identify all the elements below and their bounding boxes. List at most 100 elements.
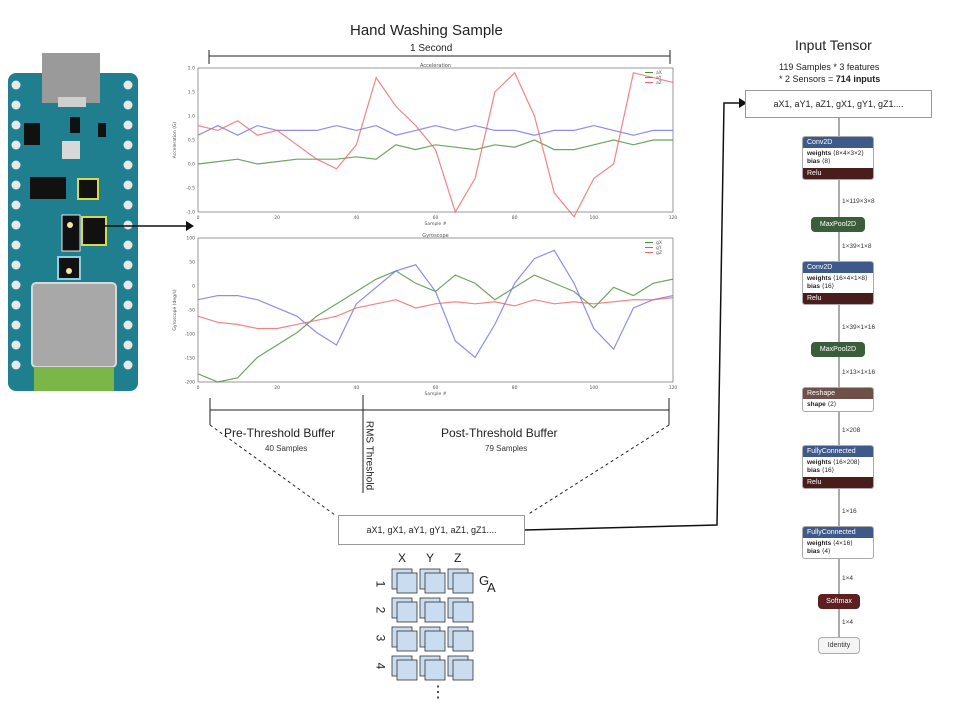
input-tensor-total: 714 inputs (835, 74, 881, 84)
fc-2-bias: ⟨4⟩ (821, 548, 831, 555)
pre-threshold-count: 40 Samples (265, 444, 308, 453)
gyro-y-tick: 0 (192, 284, 195, 290)
accel-legend-label: aZ (656, 80, 662, 86)
accel-x-tick: 40 (353, 215, 359, 221)
accel-legend-label: aX (656, 70, 662, 76)
maxpool-layer-2: MaxPool2D (811, 342, 865, 357)
gyro-series-gY (197, 249, 674, 359)
acceleration-chart: Acceleration 0 20 40 60 80 100 120 -1.0 -0.5 0.0 0.… (172, 63, 677, 227)
conv2d-2-weights-label: weights (807, 275, 832, 282)
grid-row-2: 2 (373, 606, 388, 614)
fc-2-weights: ⟨4×16⟩ (833, 540, 853, 547)
fc-1-weights: ⟨16×208⟩ (833, 459, 860, 466)
reshape-layer: Reshape shape ⟨2⟩ (802, 387, 874, 412)
arduino-board (8, 53, 138, 391)
gyro-y-tick: -200 (185, 380, 195, 386)
accel-x-tick: 20 (274, 215, 280, 221)
grid-label-a: A (487, 580, 496, 595)
sample-tile (396, 659, 418, 681)
accel-y-label: Acceleration (G) (172, 122, 178, 159)
conv2d-2-header: Conv2D (803, 262, 873, 273)
buffer-bracket (209, 395, 670, 516)
accel-plot-area (197, 67, 674, 213)
gyro-y-tick: 100 (186, 236, 195, 242)
conv2d-2-bias-label: bias (807, 283, 821, 290)
duration-label: 1 Second (410, 43, 453, 54)
accel-x-tick: 0 (197, 215, 200, 221)
sample-tile (452, 630, 474, 652)
gyro-x-label: Sample # (424, 391, 446, 397)
sample-tile (424, 601, 446, 623)
dim-1: 1×119×3×8 (842, 198, 875, 205)
duration-bracket (208, 50, 671, 64)
conv2d-layer-2: Conv2D weights ⟨16×4×1×8⟩ bias ⟨16⟩ Relu (802, 261, 874, 305)
post-threshold-label: Post-Threshold Buffer (441, 426, 558, 440)
grid-ellipsis: ⋮ (430, 684, 446, 701)
accel-x-tick: 80 (512, 215, 518, 221)
accel-y-tick: 0.0 (188, 162, 195, 168)
input-tensor-line1: 119 Samples * 3 features (779, 62, 880, 72)
fully-connected-layer-2: FullyConnected weights ⟨4×16⟩ bias ⟨4⟩ (802, 526, 874, 559)
grid-label-g: G (479, 573, 490, 588)
fc-2-bias-label: bias (807, 548, 821, 555)
sample-tile (424, 572, 446, 594)
gyro-x-tick: 60 (433, 385, 439, 391)
fc-1-header: FullyConnected (803, 446, 873, 457)
sample-tile (452, 601, 474, 623)
gyro-legend-label: gY (656, 245, 662, 251)
dim-5: 1×208 (842, 427, 861, 434)
conv2d-2-activation: Relu (803, 293, 873, 304)
accel-title: Acceleration (420, 63, 451, 69)
gyro-x-tick: 0 (197, 385, 200, 391)
gyro-legend-label: gX (656, 240, 662, 246)
gyro-x-tick: 40 (353, 385, 359, 391)
gyro-series-gZ (197, 297, 674, 330)
gyro-legend-label: gZ (656, 250, 662, 256)
conv2d-1-weights-label: weights (807, 150, 832, 157)
gyro-plot-area (197, 237, 674, 383)
fully-connected-layer-1: FullyConnected weights ⟨16×208⟩ bias ⟨16… (802, 445, 874, 489)
gyro-x-tick: 120 (669, 385, 678, 391)
sample-tile (396, 630, 418, 652)
identity-layer: Identity (818, 637, 860, 654)
grid-header-y: Y (426, 551, 435, 565)
sample-title: Hand Washing Sample (350, 22, 503, 39)
accel-y-tick: -0.5 (186, 186, 195, 192)
grid-row-4: 4 (373, 662, 388, 670)
accel-y-tick: -1.0 (186, 210, 195, 216)
gyro-x-tick: 100 (590, 385, 599, 391)
dim-7: 1×4 (842, 575, 854, 582)
gyro-y-tick: -100 (185, 332, 195, 338)
sequence-box: aX1, gX1, aY1, gY1, aZ1, gZ1.... (338, 515, 525, 545)
sample-tile (452, 572, 474, 594)
accel-series-aX (197, 139, 673, 165)
gyro-title: Gyroscope (422, 233, 449, 239)
gyro-x-tick: 20 (274, 385, 280, 391)
grid-row-3: 3 (373, 634, 388, 642)
pre-threshold-label: Pre-Threshold Buffer (224, 426, 336, 440)
grid-row-1: 1 (373, 580, 388, 588)
input-tensor-title: Input Tensor (795, 37, 872, 53)
sample-tile (396, 601, 418, 623)
dim-2: 1×39×1×8 (842, 243, 872, 250)
conv2d-2-weights: ⟨16×4×1×8⟩ (833, 275, 868, 282)
conv2d-1-bias: ⟨8⟩ (821, 158, 831, 165)
dim-6: 1×16 (842, 508, 857, 515)
fc-1-bias: ⟨16⟩ (821, 467, 835, 474)
fc-1-activation: Relu (803, 477, 873, 488)
dim-3: 1×39×1×16 (842, 324, 876, 331)
conv2d-1-weights: ⟨8×4×3×2⟩ (833, 150, 864, 157)
conv2d-layer-1: Conv2D weights ⟨8×4×3×2⟩ bias ⟨8⟩ Relu (802, 136, 874, 180)
grid-header-z: Z (454, 551, 462, 565)
fc-2-header: FullyConnected (803, 527, 873, 538)
dim-4: 1×13×1×16 (842, 369, 876, 376)
softmax-layer: Softmax (818, 594, 860, 609)
accel-x-tick: 100 (590, 215, 599, 221)
sample-tile (424, 659, 446, 681)
conv2d-1-bias-label: bias (807, 158, 821, 165)
sample-tile (452, 659, 474, 681)
gyro-y-tick: -50 (188, 308, 195, 314)
reshape-shape-label: shape (807, 401, 826, 408)
gyro-y-tick: -150 (185, 356, 195, 362)
reshape-shape: ⟨2⟩ (827, 401, 837, 408)
